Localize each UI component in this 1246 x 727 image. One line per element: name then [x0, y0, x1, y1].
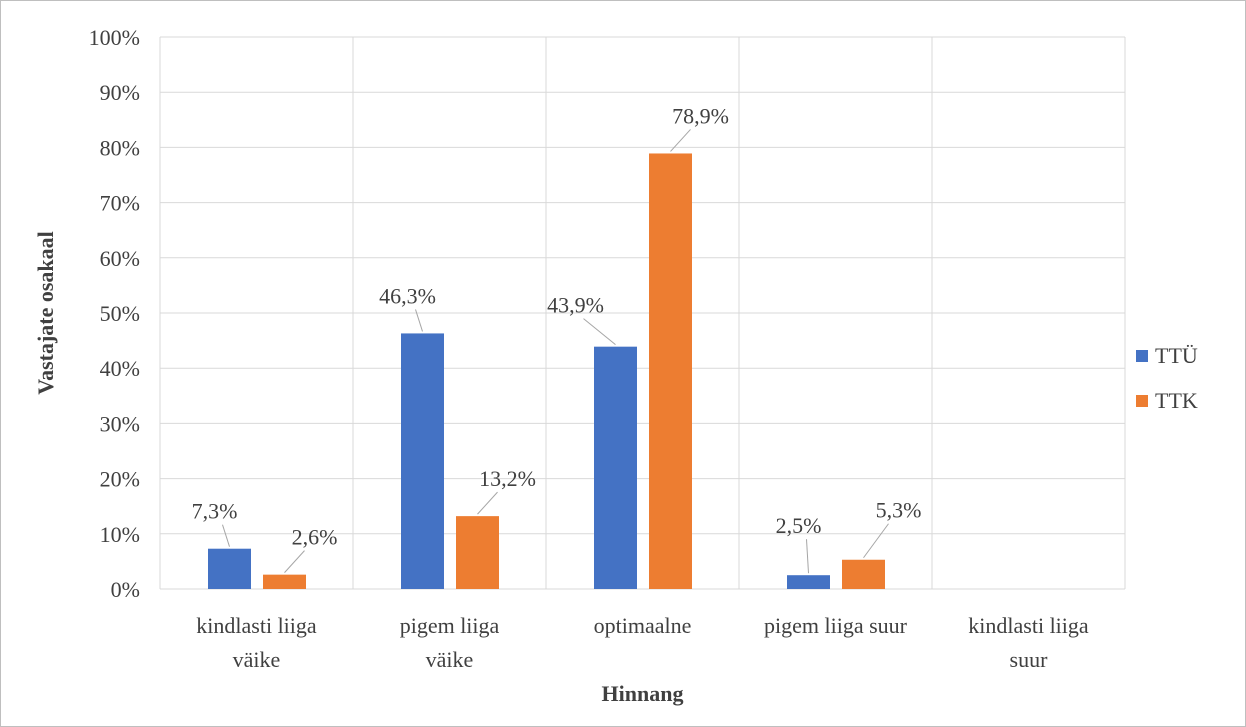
data-label: 46,3% [379, 283, 436, 308]
data-label-leader-line [670, 129, 691, 152]
legend-label-ttü: TTÜ [1155, 343, 1198, 368]
data-label-leader-line [284, 550, 305, 573]
data-label: 43,9% [547, 293, 604, 318]
bar-ttü-1[interactable] [208, 548, 251, 589]
x-category-label: kindlasti liiga [968, 613, 1089, 638]
data-label-leader-line [863, 523, 889, 559]
data-label: 2,6% [292, 525, 338, 550]
data-label: 2,5% [776, 513, 822, 538]
y-tick-label: 100% [89, 25, 140, 50]
data-label-leader-line [477, 491, 498, 515]
data-label: 78,9% [672, 103, 729, 128]
x-category-label: väike [426, 647, 474, 672]
data-label: 5,3% [876, 498, 922, 523]
y-tick-label: 60% [100, 246, 140, 271]
x-category-label: väike [233, 647, 281, 672]
y-tick-label: 50% [100, 301, 140, 326]
y-tick-label: 0% [111, 577, 140, 602]
bar-ttk-3[interactable] [649, 153, 692, 590]
y-tick-label: 30% [100, 411, 140, 436]
data-label: 13,2% [479, 466, 536, 491]
data-label: 7,3% [192, 499, 238, 524]
data-label-leader-line [415, 309, 423, 332]
bar-ttü-3[interactable] [594, 346, 637, 589]
bar-ttü-4[interactable] [787, 575, 830, 589]
y-tick-label: 20% [100, 467, 140, 492]
y-tick-label: 90% [100, 80, 140, 105]
x-category-label: suur [1010, 647, 1049, 672]
y-axis-title: Vastajate osakaal [33, 231, 58, 395]
legend-swatch-ttk [1136, 395, 1148, 407]
bar-ttk-1[interactable] [263, 574, 306, 589]
x-category-label: pigem liiga [400, 613, 500, 638]
bar-ttk-2[interactable] [456, 516, 499, 589]
x-category-label: optimaalne [594, 613, 692, 638]
bar-ttü-2[interactable] [401, 333, 444, 589]
data-label-leader-line [583, 318, 616, 346]
legend-swatch-ttü [1136, 350, 1148, 362]
x-axis-title: Hinnang [602, 681, 684, 706]
y-tick-label: 80% [100, 135, 140, 160]
legend-label-ttk: TTK [1155, 388, 1198, 413]
y-tick-label: 40% [100, 356, 140, 381]
y-tick-label: 10% [100, 522, 140, 547]
data-label-leader-line [806, 539, 809, 574]
x-category-label: kindlasti liiga [196, 613, 317, 638]
bar-ttk-4[interactable] [842, 559, 885, 589]
y-tick-label: 70% [100, 191, 140, 216]
x-category-label: pigem liiga suur [764, 613, 908, 638]
data-label-leader-line [222, 524, 230, 547]
